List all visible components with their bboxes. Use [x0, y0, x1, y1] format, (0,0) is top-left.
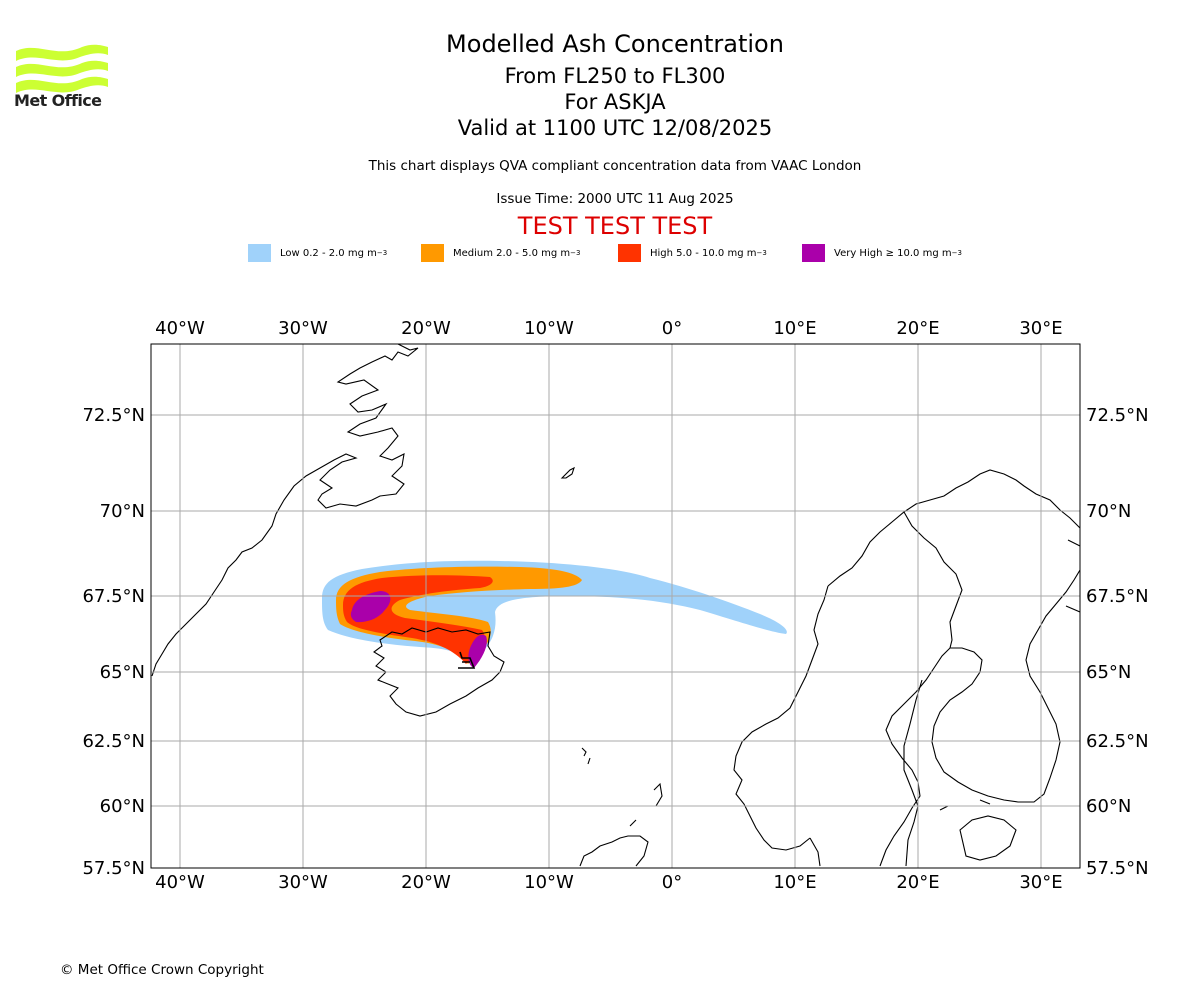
lat-tick-label-left: 62.5°N: [82, 731, 145, 752]
lat-ticks-right: 72.5°N 70°N 67.5°N 65°N 62.5°N 60°N 57.5°N: [1086, 405, 1149, 879]
lon-tick-label-bottom: 40°W: [155, 872, 205, 893]
legend-item-medium: Medium 2.0 - 5.0 mg m −3: [421, 244, 580, 262]
volcano-marker-icon: [458, 651, 476, 669]
lat-tick-label-right: 72.5°N: [1086, 405, 1149, 426]
lon-tick-label-top: 30°W: [278, 318, 328, 339]
lat-tick-label-right: 70°N: [1086, 501, 1131, 522]
coast-scotland: [579, 782, 663, 867]
lon-tick-label-bottom: 20°W: [401, 872, 451, 893]
lon-tick-label-bottom: 30°W: [278, 872, 328, 893]
volcano-name: For ASKJA: [564, 90, 666, 114]
lat-tick-label-left: 65°N: [100, 662, 145, 683]
copyright-text: © Met Office Crown Copyright: [60, 962, 264, 978]
lon-tick-label-bottom: 0°: [662, 872, 682, 893]
compliance-note: This chart displays QVA compliant concen…: [368, 158, 862, 174]
legend-item-high: High 5.0 - 10.0 mg m −3: [618, 244, 767, 262]
lon-ticks-bottom: 40°W 30°W 20°W 10°W 0° 10°E 20°E 30°E: [155, 872, 1062, 893]
legend-unit-low: −3: [376, 249, 388, 257]
issue-time: Issue Time: 2000 UTC 11 Aug 2025: [496, 191, 734, 207]
ash-concentration-map: 40°W 30°W 20°W 10°W 0° 10°E 20°E 30°E 40°W 30°W 2…: [82, 318, 1149, 893]
coast-baltic-islands: [939, 799, 1017, 861]
lon-tick-label-top: 30°E: [1019, 318, 1062, 339]
legend-swatch-high: [618, 244, 641, 262]
lon-tick-label-top: 0°: [662, 318, 682, 339]
lon-tick-label-bottom: 30°E: [1019, 872, 1062, 893]
lat-tick-label-left: 70°N: [100, 501, 145, 522]
lat-tick-label-left: 67.5°N: [82, 586, 145, 607]
flight-level-range: From FL250 to FL300: [504, 64, 726, 88]
lon-ticks-top: 40°W 30°W 20°W 10°W 0° 10°E 20°E 30°E: [155, 318, 1062, 339]
legend-swatch-very-high: [802, 244, 825, 262]
coast-norway: [733, 469, 1080, 851]
lon-tick-label-top: 10°E: [773, 318, 816, 339]
legend-label-very-high: Very High ≥ 10.0 mg m: [834, 247, 952, 259]
ash-plume: [322, 560, 787, 668]
lat-tick-label-right: 65°N: [1086, 662, 1131, 683]
legend-swatch-low: [248, 244, 271, 262]
coast-jan-mayen: [560, 466, 575, 479]
ash-layer-very-high: [350, 591, 391, 623]
lat-tick-label-left: 57.5°N: [82, 858, 145, 879]
coast-sweden-finland: [809, 569, 1080, 867]
ash-layer-very-high-vent: [468, 634, 487, 668]
lat-ticks-left: 72.5°N 70°N 67.5°N 65°N 62.5°N 60°N 57.5°N: [82, 405, 145, 879]
legend-unit-very-high: −3: [951, 249, 962, 257]
legend-unit-medium: −3: [570, 249, 581, 257]
lat-tick-label-left: 72.5°N: [82, 405, 145, 426]
coastlines: [151, 344, 1080, 867]
lon-tick-label-bottom: 10°E: [773, 872, 816, 893]
lat-tick-label-right: 62.5°N: [1086, 731, 1149, 752]
lat-tick-label-right: 57.5°N: [1086, 858, 1149, 879]
lon-tick-label-bottom: 20°E: [896, 872, 939, 893]
chart-title: Modelled Ash Concentration: [446, 30, 784, 58]
gridlines: [151, 344, 1080, 869]
legend-label-low: Low 0.2 - 2.0 mg m: [280, 247, 377, 259]
legend-label-high: High 5.0 - 10.0 mg m: [650, 247, 757, 259]
legend-unit-high: −3: [756, 249, 767, 257]
met-office-logo-icon: [16, 44, 108, 93]
lon-tick-label-top: 20°W: [401, 318, 451, 339]
legend-swatch-medium: [421, 244, 444, 262]
coast-greenland: [151, 344, 419, 677]
met-office-logo-text: Met Office: [14, 91, 102, 110]
legend-item-low: Low 0.2 - 2.0 mg m −3: [248, 244, 387, 262]
lon-tick-label-bottom: 10°W: [524, 872, 574, 893]
lon-tick-label-top: 20°E: [896, 318, 939, 339]
coast-kola: [1065, 539, 1080, 613]
valid-time: Valid at 1100 UTC 12/08/2025: [457, 116, 773, 140]
test-banner: TEST TEST TEST: [517, 212, 713, 240]
lon-tick-label-top: 10°W: [524, 318, 574, 339]
legend-item-very-high: Very High ≥ 10.0 mg m −3: [802, 244, 962, 262]
lat-tick-label-left: 60°N: [100, 796, 145, 817]
legend-label-medium: Medium 2.0 - 5.0 mg m: [453, 247, 571, 259]
lon-tick-label-top: 40°W: [155, 318, 205, 339]
border-norway-sweden: [903, 511, 963, 867]
lat-tick-label-right: 67.5°N: [1086, 586, 1149, 607]
map-frame: [150, 343, 1081, 869]
lat-tick-label-right: 60°N: [1086, 796, 1131, 817]
coast-faroes: [581, 747, 591, 765]
coast-iceland: [373, 627, 505, 717]
